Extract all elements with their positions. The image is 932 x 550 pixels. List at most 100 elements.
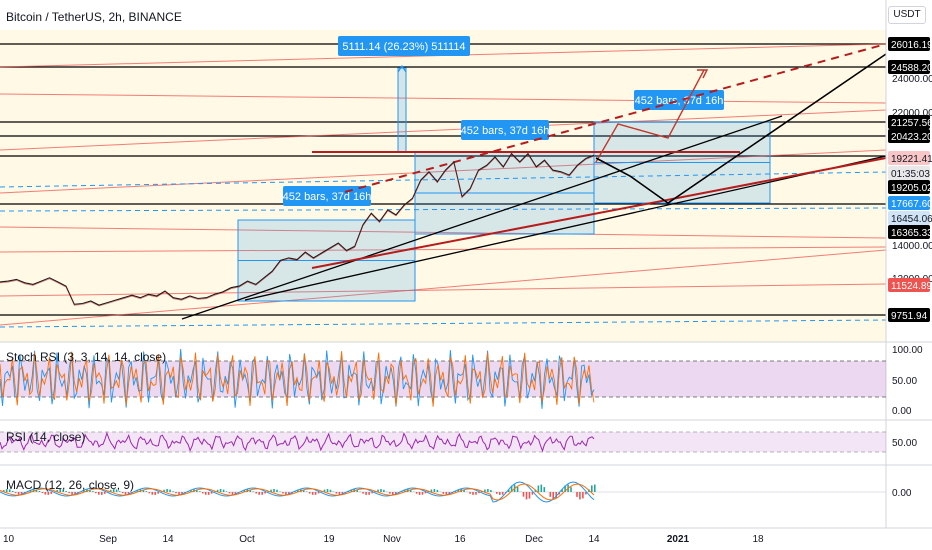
macd-histogram-bar [499,492,501,495]
macd-histogram-bar [442,492,445,494]
macd-histogram-bar [368,492,370,495]
macd-histogram-bar [484,489,486,492]
macd-histogram-bar [178,492,180,495]
annotation-label-box [461,120,549,140]
macd-histogram-bar [525,492,528,500]
currency-selector[interactable]: USDT [888,6,926,24]
price-axis-tick: 24000.00 [892,74,932,85]
macd-histogram-bar [537,485,540,492]
stoch-rsi-label: Stoch RSI (3, 3, 14, 14, close) [6,350,167,364]
price-tag-bg [888,196,930,210]
price-tag-bg [888,115,930,129]
macd-histogram-bar [136,489,139,492]
macd-histogram-bar [350,489,353,492]
macd-histogram-bar [20,492,23,495]
macd-histogram-bar [56,490,58,492]
macd-histogram-bar [243,489,246,492]
macd-histogram-bar [104,492,106,494]
price-tag: 01:35:03 [891,169,930,180]
price-tag: 19221.41 [891,154,932,165]
macd-histogram-bar [267,491,269,492]
macd-histogram-bar [11,491,14,492]
macd-histogram-bar [409,489,412,492]
macd-histogram-bar [222,489,225,492]
macd-histogram-bar [38,491,41,492]
macd-histogram-bar [163,489,165,492]
stoch-d-line [0,351,595,407]
macd-histogram-bar [469,492,471,494]
time-axis-tick: 10 [3,534,15,545]
support-trendline [181,115,783,320]
macd-histogram-bar [121,492,124,494]
macd-histogram-bar [264,492,266,494]
macd-histogram-bar [288,492,290,495]
macd-histogram-bar [124,492,127,495]
annotation-label: 5111.14 (26.23%) 511114 [342,41,465,53]
macd-histogram-bar [210,492,213,494]
macd-histogram-bar [555,492,557,499]
rsi-line [0,431,595,453]
macd-histogram-bar [29,490,32,492]
macd-histogram-bar [487,489,489,492]
macd-histogram-bar [181,492,183,495]
macd-histogram-bar [561,489,563,492]
red-dashed-projection [344,43,887,193]
macd-histogram-bar [326,489,329,492]
stoch-axis-tick: 50.00 [892,376,917,387]
macd-histogram-bar [101,492,103,495]
trend-line-orange [0,249,887,326]
macd-histogram-bar [570,487,572,492]
annotation-label: 452 bars, 37d 16h [461,125,550,137]
macd-histogram-bar [74,492,76,495]
macd-histogram-bar [142,489,145,492]
macd-histogram-bar [154,492,156,495]
macd-histogram-bar [89,489,91,492]
price-tag: 21257.56 [891,118,932,129]
macd-histogram-bar [516,487,519,492]
time-axis-tick: 14 [162,534,174,545]
macd-histogram-bar [145,491,148,492]
macd-histogram-bar [418,492,421,495]
macd-histogram-bar [564,485,566,492]
macd-histogram-bar [127,492,130,495]
macd-histogram-bar [478,492,480,494]
macd-histogram-bar [95,492,97,494]
price-tag-bg [888,166,930,180]
macd-histogram-bar [496,492,498,494]
price-tag: 11524.89 [891,281,932,292]
macd-histogram-bar [207,492,210,495]
annotation-label: 452 bars, 37d 16h [635,95,724,107]
macd-histogram-bar [50,492,53,494]
macd-histogram-bar [365,492,367,495]
annotation-label-box [338,36,470,56]
macd-axis-tick: 0.00 [892,488,912,499]
macd-histogram-bar [3,490,5,492]
macd-histogram-bar [371,492,373,494]
macd-histogram-bar [249,489,252,492]
projection-down-path [595,53,887,204]
red-trendline [311,157,887,269]
macd-histogram-bar [579,492,581,500]
time-axis-tick: 2021 [667,534,690,545]
macd-histogram-bar [380,489,382,492]
macd-histogram-bar [169,489,171,492]
time-axis-tick: Sep [99,534,117,545]
macd-histogram-bar [270,489,272,492]
macd-histogram-bar [582,492,584,499]
macd-histogram-bar [433,489,436,492]
macd-histogram-bar [44,492,47,495]
rsi-label: RSI (14, close) [6,430,86,444]
macd-histogram-bar [522,492,525,497]
macd-histogram-bar [338,492,341,495]
time-axis-tick: Oct [239,534,255,545]
macd-histogram-bar [454,491,456,492]
macd-histogram-bar [305,491,308,492]
macd-histogram-bar [297,489,299,492]
macd-histogram-bar [314,492,317,495]
price-axis-tick: 14000.00 [892,241,932,252]
macd-histogram-bar [216,489,219,492]
time-axis-tick: 14 [588,534,600,545]
macd-signal-line [0,483,595,501]
macd-histogram-bar [65,491,67,492]
